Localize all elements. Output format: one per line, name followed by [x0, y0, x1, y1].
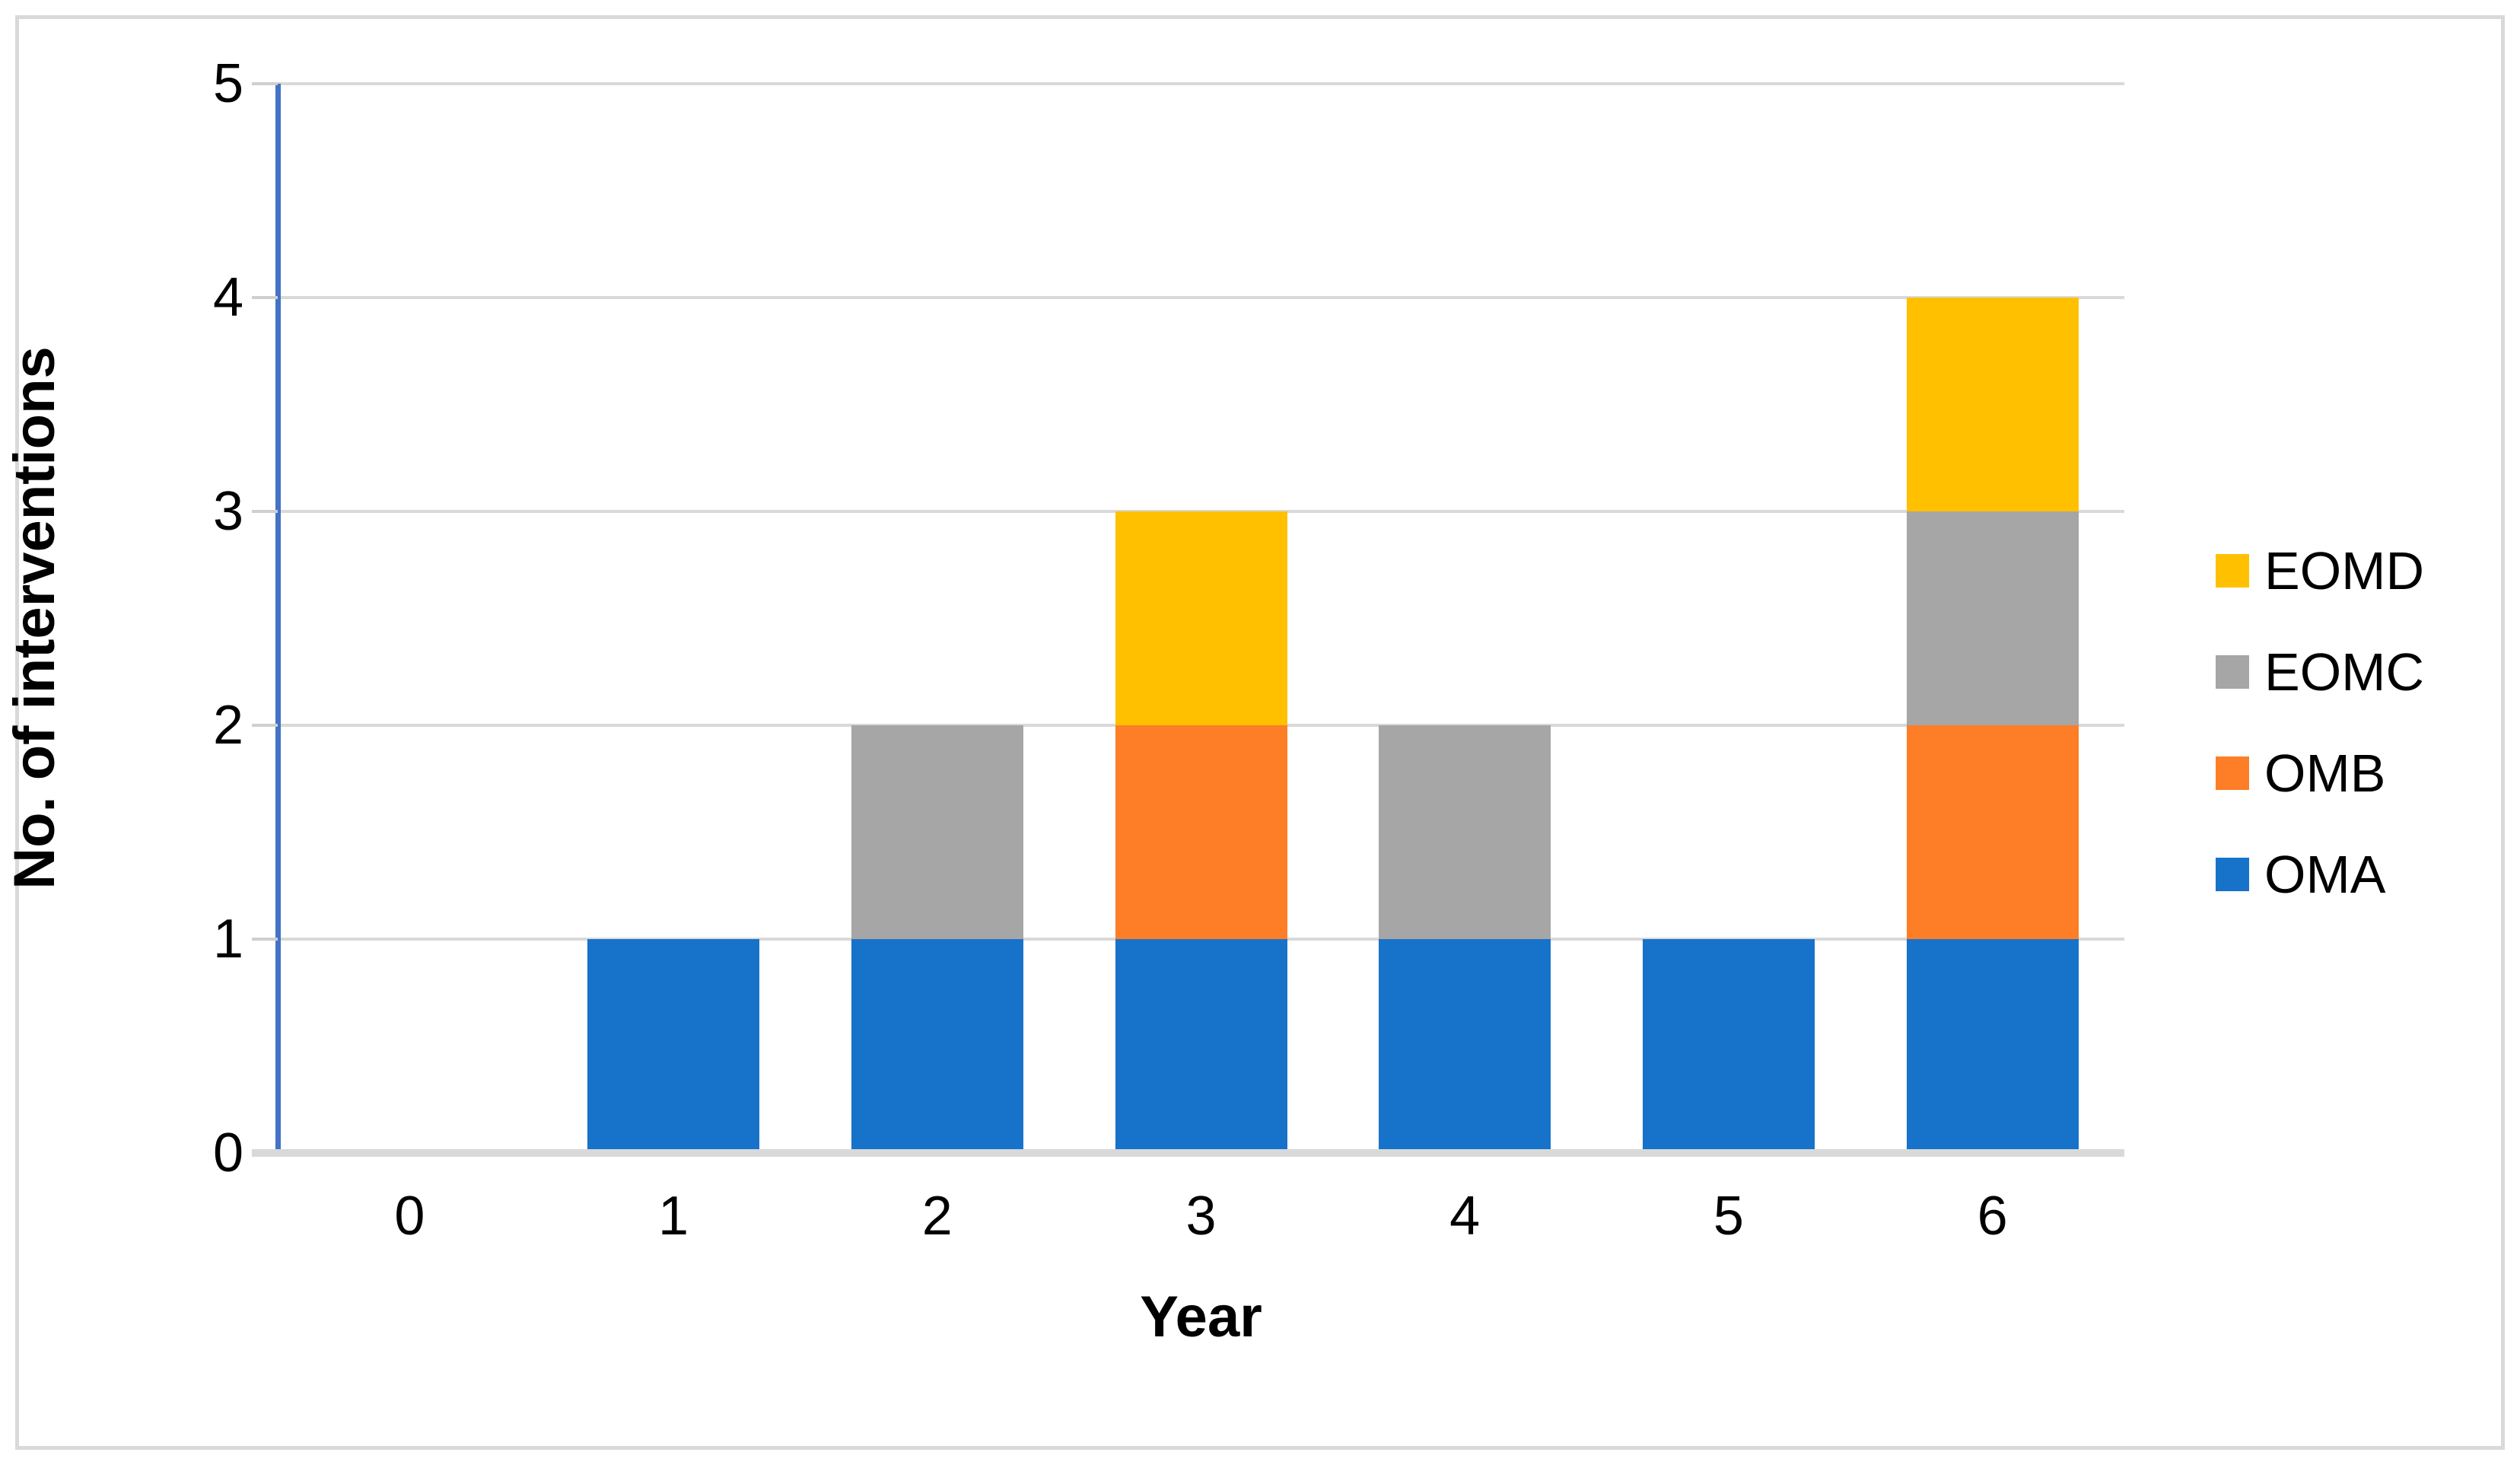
bar-year-5: [1642, 939, 1815, 1153]
bar-year-3: [1115, 511, 1287, 1153]
y-tick-label: 5: [212, 53, 243, 114]
y-tick-mark: [252, 938, 278, 941]
legend-swatch-eomd: [2216, 554, 2249, 588]
bar-segment-oma: [1642, 939, 1815, 1153]
legend-label: EOMC: [2264, 642, 2424, 702]
x-axis-line: [252, 1149, 2124, 1157]
bar-segment-oma: [1115, 939, 1287, 1153]
y-tick-mark: [252, 296, 278, 299]
bar-year-2: [851, 725, 1023, 1153]
y-axis-line: [275, 84, 281, 1153]
plot-area: [252, 82, 2124, 1157]
bar-year-4: [1379, 725, 1551, 1153]
legend-label: OMB: [2264, 744, 2386, 803]
y-axis-title: No. of interventions: [2, 346, 67, 890]
bar-segment-oma: [851, 939, 1023, 1153]
bar-segment-oma: [1379, 939, 1551, 1153]
y-tick-mark: [252, 510, 278, 513]
y-tick-label: 4: [212, 267, 243, 328]
x-tick-label: 4: [1449, 1186, 1481, 1247]
figure-border: [15, 15, 2505, 1450]
bar-year-1: [587, 939, 760, 1153]
legend-label: EOMD: [2264, 541, 2424, 600]
bar-segment-omb: [1115, 725, 1287, 939]
x-tick-label: 3: [1185, 1186, 1217, 1247]
legend-item-oma: OMA: [2216, 846, 2424, 903]
x-tick-label: 1: [658, 1186, 689, 1247]
bar-segment-eomc: [1379, 725, 1551, 939]
x-tick-label: 6: [1977, 1186, 2008, 1247]
x-tick-label: 2: [921, 1186, 953, 1247]
x-axis-title: Year: [1140, 1285, 1262, 1349]
legend-label: OMA: [2264, 845, 2386, 904]
legend: EOMD EOMC OMB OMA: [2216, 542, 2424, 903]
bar-segment-oma: [1906, 939, 2079, 1153]
bar-segment-oma: [587, 939, 760, 1153]
bar-year-6: [1906, 298, 2079, 1153]
legend-swatch-oma: [2216, 858, 2249, 891]
x-tick-label: 0: [394, 1186, 425, 1247]
bar-segment-eomd: [1115, 511, 1287, 725]
x-tick-label: 5: [1713, 1186, 1744, 1247]
y-tick-mark: [252, 82, 278, 85]
legend-item-eomc: EOMC: [2216, 643, 2424, 701]
gridline: [278, 82, 2124, 85]
legend-swatch-omb: [2216, 756, 2249, 790]
legend-swatch-eomc: [2216, 655, 2249, 689]
bar-segment-eomc: [1906, 511, 2079, 725]
legend-item-eomd: EOMD: [2216, 542, 2424, 600]
gridline: [278, 296, 2124, 299]
y-tick-label: 3: [212, 481, 243, 542]
y-tick-label: 2: [212, 695, 243, 756]
bar-segment-omb: [1906, 725, 2079, 939]
legend-item-omb: OMB: [2216, 744, 2424, 802]
y-tick-label: 1: [212, 909, 243, 970]
bar-segment-eomd: [1906, 298, 2079, 511]
bar-segment-eomc: [851, 725, 1023, 939]
y-tick-mark: [252, 724, 278, 727]
y-tick-label: 0: [212, 1123, 243, 1183]
